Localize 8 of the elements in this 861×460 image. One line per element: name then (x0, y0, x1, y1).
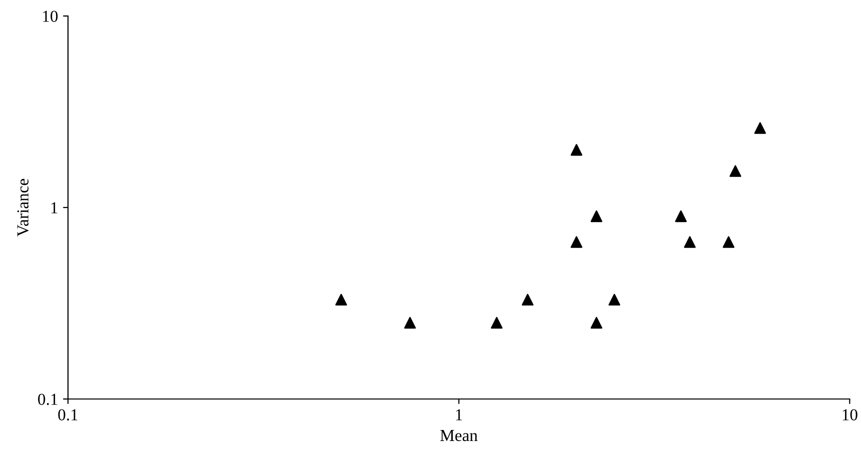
x-tick-label: 1 (456, 409, 462, 420)
x-tick-label: 0.1 (58, 409, 78, 421)
x-tick-label: 10 (842, 409, 858, 420)
x-axis-title: Mean (440, 430, 478, 442)
y-tick-label: 0.1 (38, 394, 58, 406)
y-tick-label: 1 (51, 202, 58, 214)
y-tick-label: 10 (43, 10, 58, 22)
y-axis-title: Variance (17, 178, 29, 236)
